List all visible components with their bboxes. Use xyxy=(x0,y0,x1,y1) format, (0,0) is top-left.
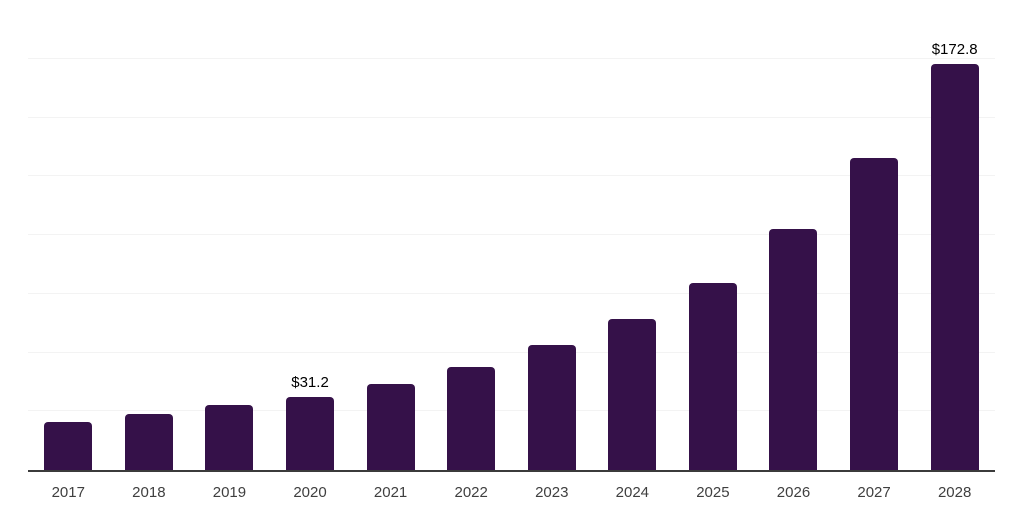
x-tick-2026: 2026 xyxy=(776,484,811,501)
x-tick-2017: 2017 xyxy=(51,484,85,501)
bar-slot-2024 xyxy=(592,0,673,470)
bar-2024 xyxy=(608,318,657,470)
bar-slot-2028: $172.8 xyxy=(914,0,995,470)
bar-slot-2020: $31.2 xyxy=(270,0,351,470)
value-label-2020: $31.2 xyxy=(291,374,329,392)
bar-2019 xyxy=(205,405,254,470)
bar-slot-2021 xyxy=(350,0,431,470)
bar-2023 xyxy=(527,344,576,470)
x-tick-2020: 2020 xyxy=(293,484,327,501)
x-tick-2023: 2023 xyxy=(535,484,569,501)
bar-slot-2018 xyxy=(109,0,190,470)
plot-area: $31.2 $172.8 xyxy=(28,0,995,472)
x-tick-2028: 2028 xyxy=(937,484,972,501)
x-tick-2022: 2022 xyxy=(454,484,488,501)
bar-slot-2027 xyxy=(834,0,915,470)
bar-2028 xyxy=(930,63,979,470)
bar-slot-2022 xyxy=(431,0,512,470)
bar-2022 xyxy=(447,367,496,470)
bar-2017 xyxy=(44,422,93,470)
x-tick-2019: 2019 xyxy=(212,484,247,501)
bar-slot-2019 xyxy=(189,0,270,470)
bar-2025 xyxy=(688,282,737,470)
bar-2021 xyxy=(366,383,415,470)
bar-slot-2026 xyxy=(753,0,834,470)
x-tick-2025: 2025 xyxy=(696,484,730,501)
bar-2027 xyxy=(850,157,899,470)
value-label-2028: $172.8 xyxy=(931,41,978,59)
bar-2026 xyxy=(769,228,818,470)
x-tick-2027: 2027 xyxy=(857,484,891,501)
bar-2020 xyxy=(286,396,335,470)
bars-row: $31.2 $172.8 xyxy=(28,0,995,470)
bar-2018 xyxy=(124,413,173,470)
x-axis-labels: 2017 2018 2019 2020 2021 2022 2023 2024 2025 2026… xyxy=(28,484,995,502)
x-tick-2021: 2021 xyxy=(373,484,408,501)
bar-slot-2025 xyxy=(673,0,754,470)
x-tick-2018: 2018 xyxy=(132,484,166,501)
bar-slot-2023 xyxy=(511,0,592,470)
x-tick-2024: 2024 xyxy=(615,484,650,501)
bar-slot-2017 xyxy=(28,0,109,470)
